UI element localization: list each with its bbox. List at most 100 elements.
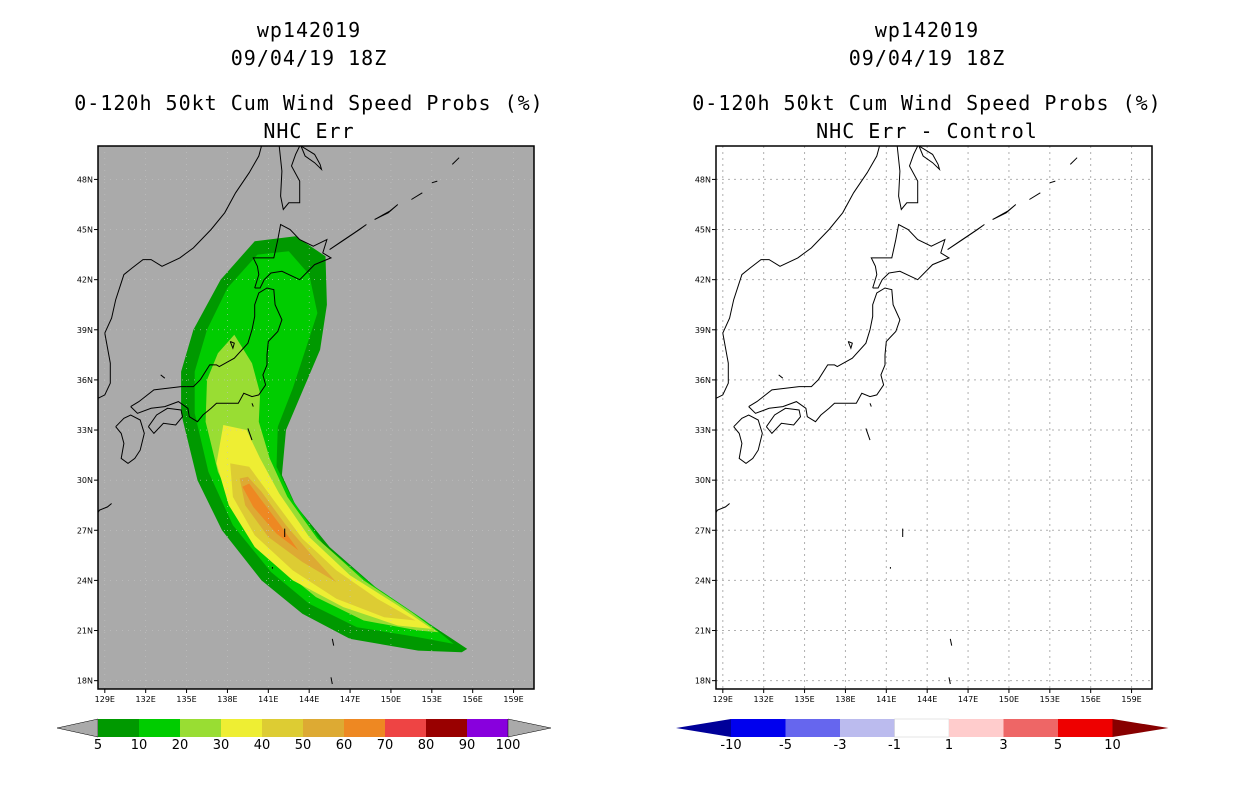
colorbar-label: -10 [720, 738, 741, 753]
lon-tick-label: 150E [381, 695, 401, 704]
colorbar-label: 60 [336, 738, 353, 753]
lon-tick-label: 156E [463, 695, 483, 704]
colorbar-label: -3 [834, 738, 847, 753]
colorbar-label: 10 [131, 738, 148, 753]
lon-tick-label: 138E [217, 695, 237, 704]
colorbar-label: 90 [459, 738, 476, 753]
colorbar-label: -5 [779, 738, 792, 753]
lon-tick-label: 147E [958, 695, 978, 704]
lat-tick-label: 24N [77, 576, 93, 585]
right-colorbar: -10 -5 -3 -1 1 3 5 10 [676, 718, 1169, 753]
colorbar-swatch [180, 719, 221, 737]
right-storm-id: wp142019 [874, 18, 980, 42]
coastline [98, 333, 111, 399]
colorbar-label: 70 [377, 738, 394, 753]
lat-tick-label: 24N [695, 576, 711, 585]
coastline [847, 341, 853, 350]
lon-tick-label: 132E [136, 695, 156, 704]
coastline [948, 677, 951, 685]
coastline [896, 146, 919, 211]
coastline [252, 223, 333, 289]
lon-tick-label: 129E [713, 695, 733, 704]
colorbar-end-low [676, 719, 731, 737]
colorbar-swatch [98, 719, 139, 737]
left-datetime: 09/04/19 18Z [230, 46, 388, 70]
coastline [115, 414, 145, 465]
coastline [411, 192, 423, 200]
colorbar-swatch [262, 719, 303, 737]
coastline [247, 428, 253, 441]
lon-tick-label: 153E [1040, 695, 1060, 704]
map-panel-0: 129E 132E 135E 138E 141E 144E 147E 150E 153E 156E… [77, 145, 535, 704]
coastline [130, 287, 283, 423]
left-title: 0-120h 50kt Cum Wind Speed Probs (%) [74, 91, 544, 115]
coastline [865, 428, 871, 441]
lon-tick-label: 144E [299, 695, 319, 704]
colorbar-swatch [840, 719, 895, 737]
colorbar-label: 5 [1054, 738, 1062, 753]
colorbar-label: 1 [945, 738, 953, 753]
left-storm-id: wp142019 [256, 18, 362, 42]
lat-tick-label: 33N [695, 426, 711, 435]
coastline [918, 146, 941, 172]
coastline [778, 374, 784, 379]
colorbar-label: 20 [172, 738, 189, 753]
colorbar-swatch [949, 719, 1004, 737]
colorbar-label: 100 [496, 738, 521, 753]
colorbar-end-high [507, 718, 552, 738]
coastline [104, 146, 262, 334]
coastline [329, 224, 367, 251]
lat-tick-label: 18N [77, 677, 93, 686]
coastline [733, 414, 763, 465]
map-frame [715, 145, 1153, 690]
lon-tick-label: 138E [835, 695, 855, 704]
coastline [947, 224, 985, 251]
lat-tick-label: 30N [77, 476, 93, 485]
colorbar-swatch [221, 719, 262, 737]
colorbar-label: 5 [94, 738, 102, 753]
lat-tick-label: 33N [77, 426, 93, 435]
colorbar-end-high [1112, 719, 1169, 737]
lon-tick-label: 135E [794, 695, 814, 704]
lon-tick-label: 135E [176, 695, 196, 704]
coastline [147, 407, 184, 435]
lon-tick-label: 129E [95, 695, 115, 704]
lat-tick-label: 21N [695, 627, 711, 636]
coastline [431, 180, 438, 184]
colorbar-label: 10 [1104, 738, 1121, 753]
lat-tick-label: 48N [695, 175, 711, 184]
colorbar-label: 50 [295, 738, 312, 753]
coastline [251, 403, 254, 407]
right-title: 0-120h 50kt Cum Wind Speed Probs (%) [692, 91, 1162, 115]
colorbar-swatch [139, 719, 180, 737]
colorbar-swatch [467, 719, 508, 737]
lon-tick-label: 156E [1081, 695, 1101, 704]
coastline [992, 204, 1017, 220]
lon-tick-label: 144E [917, 695, 937, 704]
lat-tick-label: 36N [77, 376, 93, 385]
left-colorbar: 5 10 20 30 40 50 60 70 80 90 100 [56, 718, 552, 753]
coastline [1082, 146, 1084, 147]
coastline [765, 407, 802, 435]
lon-tick-label: 153E [422, 695, 442, 704]
lon-tick-label: 132E [754, 695, 774, 704]
colorbar-label: 30 [213, 738, 230, 753]
map-background [716, 146, 1152, 689]
map-frame [97, 145, 535, 690]
coastline [229, 341, 235, 350]
lat-tick-label: 45N [695, 226, 711, 235]
colorbar-label: 40 [254, 738, 271, 753]
coastline [870, 223, 951, 289]
coastline [1069, 157, 1078, 165]
colorbar-swatch [731, 719, 786, 737]
coastline [331, 638, 335, 646]
coastline [748, 287, 901, 423]
lat-tick-label: 39N [77, 326, 93, 335]
coastline [869, 403, 872, 407]
colorbar-label: 3 [999, 738, 1007, 753]
swath-level-50 [239, 476, 337, 583]
colorbar-swatch [785, 719, 840, 737]
coastline [722, 146, 880, 334]
coastline [716, 333, 729, 399]
lat-tick-label: 45N [77, 226, 93, 235]
